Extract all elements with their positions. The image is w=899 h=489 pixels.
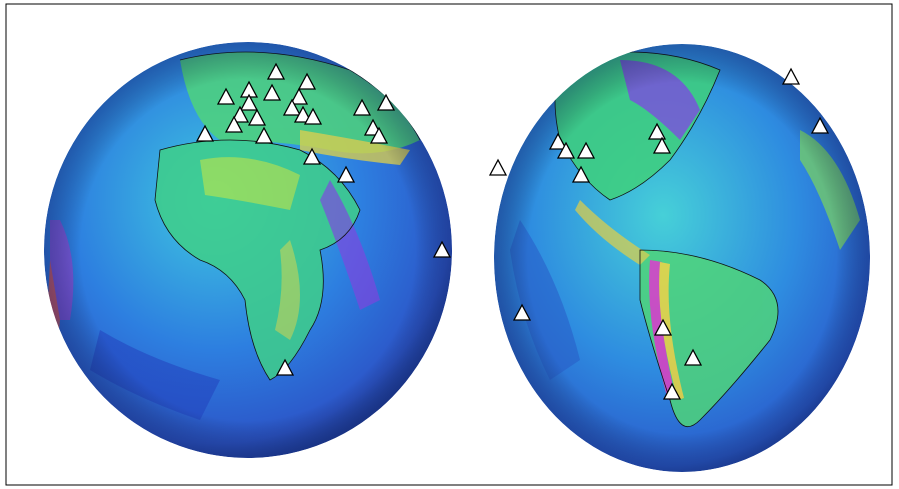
triangle-marker xyxy=(336,165,356,183)
triangle-marker xyxy=(289,87,309,105)
triangle-marker xyxy=(652,136,672,154)
triangle-marker xyxy=(653,318,673,336)
triangle-marker xyxy=(662,382,682,400)
triangle-marker xyxy=(512,303,532,321)
triangle-marker xyxy=(548,132,568,150)
triangle-marker xyxy=(376,93,396,111)
triangle-marker xyxy=(303,107,323,125)
triangle-marker xyxy=(488,158,508,176)
triangle-marker xyxy=(266,62,286,80)
triangle-marker xyxy=(810,116,830,134)
triangle-marker xyxy=(254,126,274,144)
left-globe xyxy=(44,42,452,458)
triangle-marker xyxy=(247,108,267,126)
triangle-marker xyxy=(647,122,667,140)
triangle-marker xyxy=(275,358,295,376)
triangle-marker xyxy=(297,72,317,90)
triangle-marker xyxy=(352,98,372,116)
triangle-marker xyxy=(571,165,591,183)
triangle-marker xyxy=(369,126,389,144)
triangle-marker xyxy=(432,240,452,258)
triangle-marker xyxy=(282,98,302,116)
triangle-marker xyxy=(216,87,236,105)
triangle-marker xyxy=(195,124,215,142)
triangle-marker xyxy=(224,115,244,133)
triangle-marker xyxy=(262,83,282,101)
right-globe xyxy=(494,44,870,472)
triangle-marker xyxy=(230,105,250,123)
triangle-marker xyxy=(556,141,576,159)
triangle-marker xyxy=(293,105,313,123)
triangle-marker xyxy=(239,93,259,111)
triangle-marker xyxy=(576,141,596,159)
triangle-marker xyxy=(781,67,801,85)
triangle-marker xyxy=(683,348,703,366)
triangle-marker xyxy=(302,147,322,165)
station-markers xyxy=(195,62,830,400)
